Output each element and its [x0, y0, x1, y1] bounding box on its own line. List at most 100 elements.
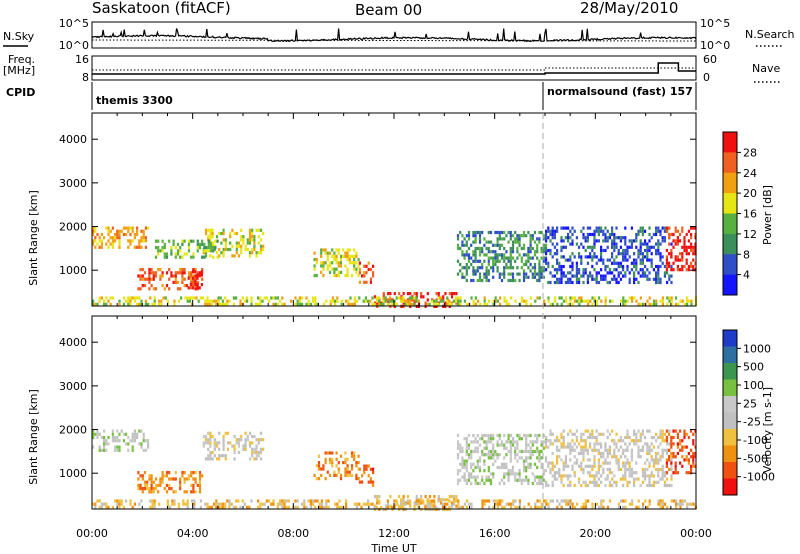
velocity-cell [613, 439, 616, 443]
velocity-cell [206, 502, 209, 506]
velocity-cell [209, 441, 212, 445]
velocity-cell [159, 483, 162, 487]
velocity-cell [428, 502, 431, 506]
power-cell [129, 232, 132, 237]
power-cell [659, 258, 662, 262]
velocity-cell [489, 481, 493, 486]
power-cell [540, 272, 543, 276]
power-cell [655, 252, 658, 256]
velocity-cell [525, 456, 528, 460]
velocity-cell [644, 467, 647, 472]
power-cell [591, 232, 594, 237]
power-cell [215, 235, 219, 239]
power-cell [554, 299, 557, 303]
velocity-cell [582, 455, 585, 459]
power-cell [619, 261, 622, 265]
power-cell [144, 226, 147, 230]
velocity-cell [633, 483, 636, 488]
velocity-cell [503, 433, 506, 438]
power-cell [328, 270, 332, 274]
velocity-cell [569, 429, 572, 433]
velocity-cell [646, 483, 649, 488]
power-cell [463, 253, 466, 257]
power-cell [127, 296, 130, 300]
velocity-cell [633, 429, 636, 433]
power-cell [433, 302, 436, 306]
power-cell [474, 246, 477, 251]
power-cell [538, 230, 541, 235]
velocity-cell [496, 499, 499, 503]
velocity-cell [150, 483, 153, 487]
velocity-cell [606, 429, 609, 433]
power-cell [657, 277, 660, 281]
power-cell [639, 261, 642, 265]
power-cell [675, 296, 678, 300]
velocity-cell [646, 445, 649, 449]
power-cell [551, 236, 554, 240]
velocity-cell [131, 505, 134, 509]
power-cell [685, 248, 688, 253]
power-cell [567, 226, 570, 230]
velocity-cell [386, 499, 389, 503]
velocity-cell [503, 446, 506, 450]
velocity-cell [635, 461, 638, 465]
power-cell [571, 261, 574, 265]
power-cell [353, 254, 356, 258]
power-cell [556, 258, 559, 262]
power-cell [446, 302, 449, 306]
power-cell [653, 302, 656, 306]
velocity-cell [503, 481, 506, 486]
power-cell [608, 236, 611, 240]
power-cell [527, 246, 530, 251]
velocity-cell [470, 453, 473, 457]
power-cell [444, 301, 447, 305]
power-cell [181, 255, 184, 259]
station-title: Saskatoon (fitACF) [92, 0, 231, 17]
power-cell [98, 299, 101, 303]
power-cell [514, 299, 517, 303]
power-cell [681, 245, 684, 249]
velocity-cell [338, 505, 341, 509]
power-cell [229, 235, 232, 239]
velocity-cell [179, 483, 182, 487]
velocity-cell [171, 499, 174, 503]
power-cell [690, 242, 693, 246]
power-cell [676, 255, 679, 259]
velocity-cell [233, 450, 236, 455]
power-cell [560, 271, 563, 275]
velocity-cell [476, 446, 479, 450]
power-cell [591, 302, 594, 306]
noise-right-tick-top: 10^5 [700, 17, 730, 30]
power-cell [586, 245, 589, 249]
power-cell [198, 286, 201, 290]
velocity-cell [650, 483, 653, 488]
power-cell [670, 248, 673, 253]
power-cell [154, 274, 158, 278]
velocity-cell [131, 445, 134, 449]
power-cell [628, 277, 631, 281]
power-cell [657, 264, 660, 269]
power-cell [692, 252, 695, 256]
power-cell [652, 245, 655, 249]
power-cell [312, 296, 315, 300]
power-cell [463, 275, 466, 279]
power-cell [257, 251, 260, 255]
velocity-cell [139, 483, 142, 487]
noise-left-label: N.Sky [3, 30, 35, 43]
velocity-cell [575, 461, 578, 465]
velocity-cell [456, 453, 460, 457]
velocity-cell [207, 441, 210, 445]
velocity-cell [301, 502, 304, 506]
power-cell [192, 239, 195, 243]
power-cell [692, 245, 695, 249]
power-cell [575, 268, 578, 272]
velocity-cell [367, 499, 370, 503]
velocity-cell [617, 458, 620, 462]
power-cell [470, 278, 473, 283]
power-cell [646, 277, 649, 281]
velocity-cell [253, 447, 256, 451]
power-cell [567, 258, 570, 262]
power-cell [199, 296, 202, 300]
power-cell [586, 232, 589, 237]
power-cell [294, 302, 297, 306]
